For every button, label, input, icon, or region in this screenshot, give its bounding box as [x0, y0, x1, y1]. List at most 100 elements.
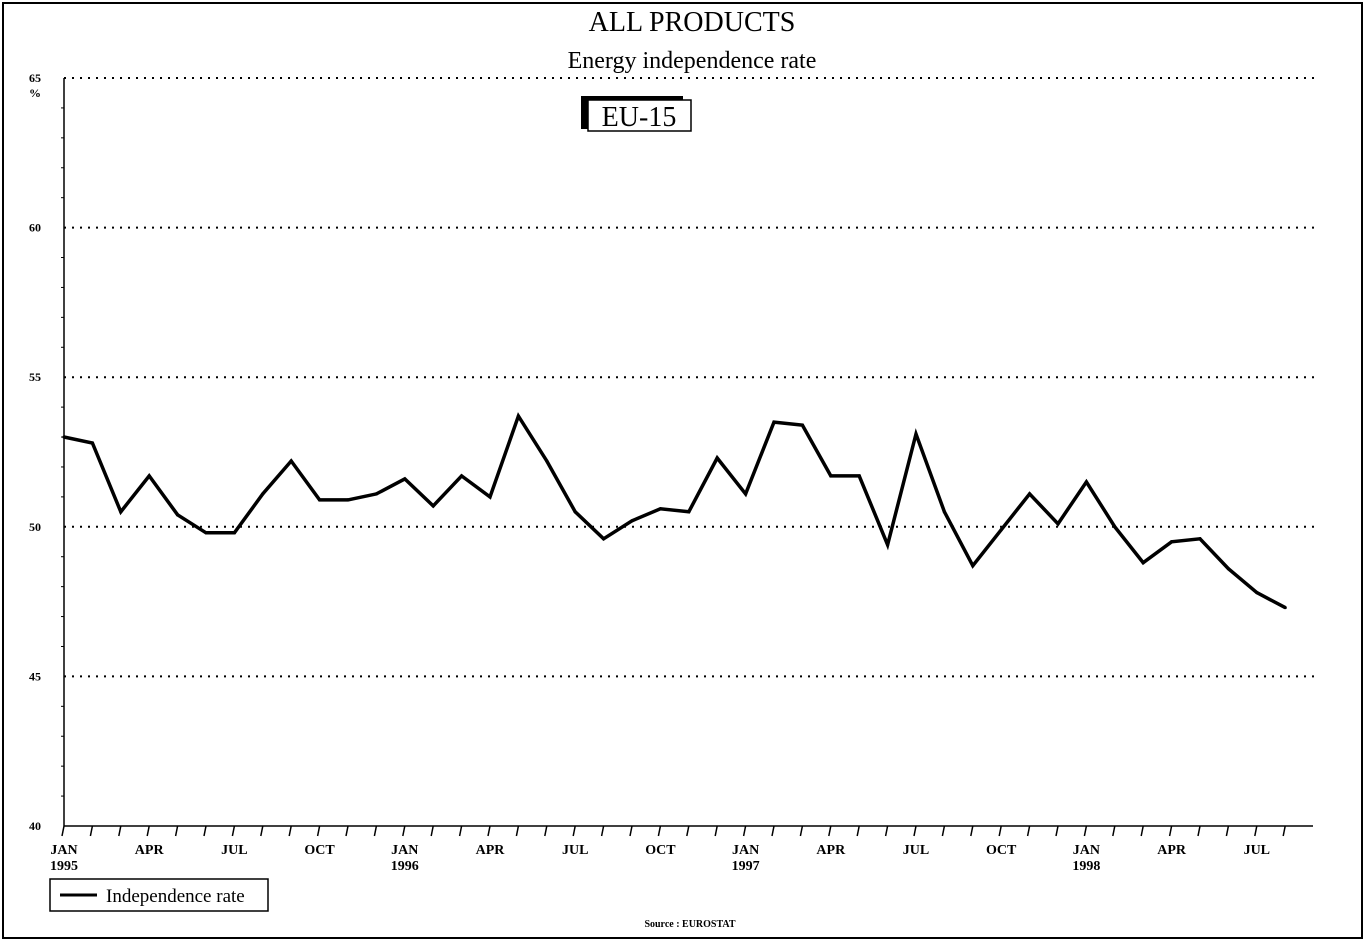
x-tick: [61, 825, 65, 837]
x-tick: [544, 825, 548, 837]
x-tick: [1225, 825, 1230, 837]
x-tick: [458, 825, 463, 837]
x-tick: [686, 825, 690, 837]
x-tick: [1254, 825, 1258, 837]
x-tick-year: 1997: [732, 859, 760, 874]
x-tick: [799, 825, 804, 837]
legend: Independence rate: [49, 878, 269, 912]
x-tick: [1055, 825, 1059, 837]
x-tick: [316, 825, 321, 837]
data-point: [1255, 591, 1259, 595]
data-point: [62, 435, 66, 439]
gridlines: [64, 77, 1318, 678]
data-point: [573, 510, 577, 514]
y-tick-label: 50: [29, 520, 41, 534]
data-point: [545, 459, 549, 463]
x-tick: [742, 825, 747, 837]
data-point: [232, 531, 236, 535]
data-point: [942, 510, 947, 514]
x-tick-label: OCT: [304, 843, 335, 858]
x-tick-label: APR: [816, 843, 846, 858]
x-tick: [771, 825, 775, 837]
x-tick-label: JAN: [391, 843, 418, 858]
data-point: [403, 477, 407, 481]
x-tick: [373, 825, 378, 837]
data-point: [1084, 480, 1088, 484]
x-tick-label: APR: [135, 843, 165, 858]
series-line: [63, 412, 1287, 610]
data-point: [1170, 540, 1174, 544]
data-point: [374, 492, 378, 496]
chart-title: ALL PRODUCTS: [589, 7, 796, 38]
data-point: [971, 564, 975, 568]
data-point: [119, 510, 123, 514]
chart-subtitle: Energy independence rate: [568, 48, 817, 74]
x-tick-label: OCT: [986, 843, 1017, 858]
y-tick-label: 45: [29, 669, 41, 683]
data-point: [289, 459, 293, 463]
x-tick: [203, 825, 207, 837]
data-point: [204, 531, 208, 535]
series-group: [62, 412, 1287, 610]
x-tick: [1026, 825, 1031, 837]
data-point: [460, 474, 464, 478]
x-tick: [89, 825, 94, 837]
x-tick: [828, 825, 832, 837]
data-point: [658, 507, 663, 511]
data-point: [914, 432, 918, 436]
data-point: [829, 474, 833, 478]
x-tick: [515, 825, 520, 837]
data-point: [630, 519, 634, 523]
x-tick: [913, 825, 917, 837]
x-tick: [1197, 825, 1201, 837]
x-tick: [487, 825, 491, 837]
x-tick: [572, 825, 576, 837]
x-tick: [174, 825, 179, 837]
region-badge: EU-15: [581, 96, 692, 133]
x-tick: [1112, 825, 1116, 837]
data-point: [261, 492, 265, 496]
x-tick: [657, 825, 662, 837]
data-point: [687, 510, 691, 514]
y-tick-label: 60: [29, 221, 41, 235]
x-tick: [970, 825, 974, 837]
data-point: [857, 474, 861, 478]
data-point: [999, 528, 1003, 532]
data-point: [744, 492, 748, 496]
source-note: Source : EUROSTAT: [644, 919, 735, 930]
x-tick: [118, 825, 122, 837]
x-tick: [1282, 825, 1286, 837]
data-point: [886, 543, 890, 547]
data-point: [1056, 522, 1060, 526]
x-tick: [288, 825, 292, 837]
data-point: [1283, 605, 1287, 610]
x-tick: [345, 825, 349, 837]
x-tick-label: APR: [1157, 843, 1187, 858]
x-tick: [600, 825, 605, 837]
data-point: [772, 420, 776, 424]
data-point: [516, 414, 521, 418]
x-tick: [856, 825, 860, 837]
data-point: [1226, 567, 1230, 571]
x-tick-label: JUL: [562, 843, 588, 858]
y-tick-label: 55: [29, 370, 41, 384]
x-tick: [884, 825, 889, 837]
x-tick: [629, 825, 633, 837]
data-point: [602, 537, 606, 541]
x-tick-label: JAN: [1073, 843, 1100, 858]
x-tick-label: APR: [476, 843, 506, 858]
x-tick-label: JUL: [221, 843, 247, 858]
data-point: [90, 441, 94, 445]
data-point: [1198, 537, 1202, 541]
data-point: [147, 474, 151, 478]
x-tick: [402, 825, 406, 837]
x-tick: [1168, 825, 1173, 837]
y-axis-unit: %: [29, 86, 41, 100]
data-point: [318, 498, 322, 502]
x-tick: [714, 825, 718, 837]
legend-label: Independence rate: [106, 886, 245, 907]
y-tick-label: 65: [29, 71, 41, 85]
x-tick-year: 1998: [1072, 859, 1100, 874]
